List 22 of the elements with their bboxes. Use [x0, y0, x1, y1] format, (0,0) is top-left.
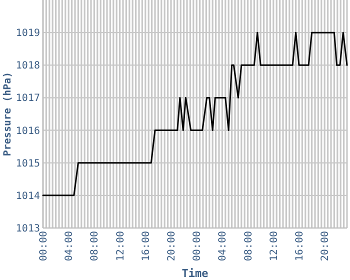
- y-tick-label: 1019: [16, 28, 40, 40]
- y-tick-label: 1015: [16, 158, 40, 170]
- x-tick-label: 12:00: [268, 231, 280, 262]
- x-tick-label: 00:00: [192, 231, 204, 262]
- y-tick-label: 1017: [16, 93, 40, 104]
- x-tick-label: 16:00: [294, 231, 306, 262]
- x-tick-label: 16:00: [140, 231, 152, 262]
- x-tick-label: 20:00: [320, 231, 332, 262]
- line-series: [42, 32, 348, 196]
- x-tick-label: 08:00: [243, 231, 254, 262]
- x-tick-label: 00:00: [38, 231, 50, 262]
- x-tick-label: 04:00: [218, 231, 229, 262]
- y-tick-label: 1018: [16, 60, 40, 72]
- x-tick-label: 08:00: [90, 231, 101, 262]
- x-tick-label: 20:00: [166, 231, 178, 262]
- x-tick-label: 04:00: [64, 231, 76, 262]
- x-tick-label: 12:00: [115, 231, 126, 262]
- y-tick-label: 1013: [16, 224, 40, 234]
- y-tick-label: 1014: [16, 190, 40, 202]
- y-axis-title: Pressure (hPa): [2, 72, 14, 156]
- y-tick-label: 1016: [16, 126, 40, 137]
- x-axis-title: Time: [182, 267, 209, 280]
